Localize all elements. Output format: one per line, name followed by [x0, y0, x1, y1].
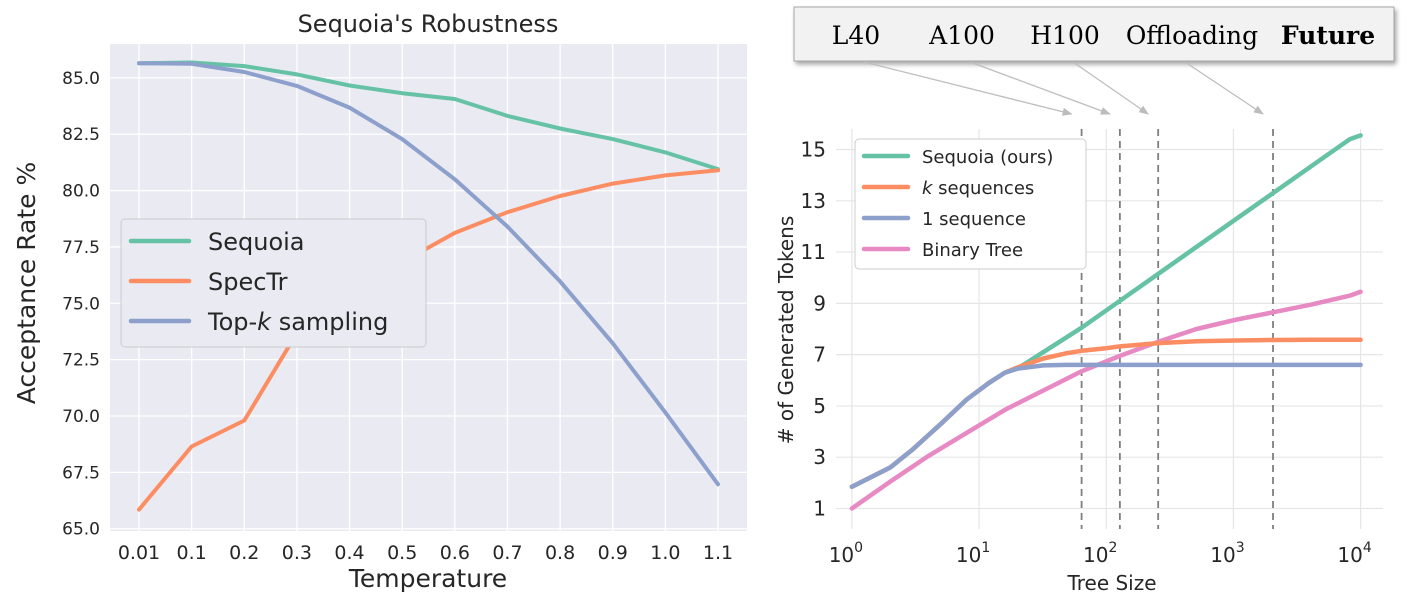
x-tick-labels: 0.01 0.1 0.2 0.3 0.4 0.5 0.6 0.7 0.8 0.9 1.0 1.1	[118, 542, 733, 564]
y-tick-label: 7	[813, 343, 826, 367]
legend-label: 1 sequence	[922, 209, 1026, 230]
x-axis-label: Temperature	[348, 564, 507, 593]
y-tick-label: 11	[801, 240, 826, 264]
x-tick-label: 0.5	[387, 542, 417, 564]
legend-label: k sequences	[922, 178, 1034, 199]
y-tick-label: 3	[813, 445, 826, 469]
x-tick-label: 104	[1337, 540, 1371, 567]
y-tick-label: 15	[801, 138, 826, 162]
x-tick-label: 1.0	[650, 542, 680, 564]
legend-box	[120, 218, 427, 348]
robustness-chart: Sequoia's Robustness 65.0 67.5 70.0 72.5 75.…	[12, 10, 747, 593]
x-tick-label: 102	[1083, 540, 1117, 567]
x-tick-base: 10	[1083, 543, 1108, 567]
series-line-3	[849, 289, 1363, 511]
x-tick-exponent: 4	[1363, 540, 1372, 556]
legend-label-text: Sequoia (ours)	[922, 147, 1053, 168]
hardware-labels: L40 A100 H100 Offloading Future	[832, 21, 1375, 50]
x-tick-label: 0.8	[545, 542, 575, 564]
x-tick-label: 1.1	[703, 542, 733, 564]
hardware-arrow	[969, 61, 1111, 115]
series-line-2	[849, 362, 1363, 489]
x-tick-label: 0.2	[229, 542, 259, 564]
hardware-label: A100	[928, 21, 995, 50]
y-tick-label: 1	[813, 496, 826, 520]
y-tick-label: 85.0	[62, 69, 100, 89]
series-line-1	[137, 168, 720, 512]
y-tick-label: 65.0	[62, 520, 100, 540]
tokens-vs-tree-size-chart: L40 A100 H100 Offloading Future 13579111315 …	[774, 6, 1395, 595]
legend-label: SpecTr	[208, 268, 288, 296]
hardware-label: Offloading	[1126, 21, 1258, 50]
x-tick-base: 10	[1337, 543, 1362, 567]
hardware-arrow	[1072, 61, 1149, 115]
x-tick-label: 101	[956, 540, 990, 567]
x-axis-label: Tree Size	[1066, 571, 1156, 595]
series-line-2	[137, 61, 720, 487]
hardware-label: H100	[1030, 21, 1100, 50]
legend-label-text: SpecTr	[208, 268, 288, 296]
x-tick-label: 103	[1210, 540, 1244, 567]
legend-label-text: 1 sequence	[922, 209, 1026, 230]
legend-label-italic: k	[257, 308, 272, 336]
hardware-label: L40	[832, 21, 880, 50]
legend-box	[854, 138, 1087, 270]
legend-label: Binary Tree	[922, 240, 1023, 261]
x-tick-base: 10	[829, 543, 854, 567]
y-tick-labels: 65.0 67.5 70.0 72.5 75.0 77.5 80.0 82.5 85.0	[62, 69, 100, 540]
y-tick-label: 82.5	[62, 125, 100, 145]
x-tick-label: 0.9	[598, 542, 628, 564]
x-tick-label: 0.4	[334, 542, 364, 564]
hardware-box	[793, 6, 1395, 62]
y-tick-label: 72.5	[62, 351, 100, 371]
hardware-arrows	[863, 61, 1264, 116]
y-tick-label: 80.0	[62, 182, 100, 202]
legend-label-italic: k	[922, 178, 934, 199]
legend-label-part: sampling	[271, 308, 388, 336]
x-tick-base: 10	[956, 543, 981, 567]
y-axis-label: Acceptance Rate %	[12, 162, 41, 404]
legend-label-text: Binary Tree	[922, 240, 1023, 261]
legend-label-text: Sequoia	[208, 228, 305, 256]
x-tick-labels: 100 101 102 103 104	[829, 540, 1372, 567]
y-tick-label: 70.0	[62, 407, 100, 427]
series-line-0	[137, 60, 720, 172]
chart-title: Sequoia's Robustness	[298, 10, 559, 38]
x-tick-label: 100	[829, 540, 863, 567]
hardware-arrow	[1184, 61, 1264, 115]
y-tick-label: 67.5	[62, 463, 100, 483]
y-tick-label: 9	[813, 291, 826, 315]
x-tick-label: 0.01	[118, 542, 160, 564]
x-tick-label: 0.7	[492, 542, 522, 564]
legend-label-part: sequences	[932, 178, 1034, 199]
y-tick-label: 13	[801, 189, 826, 213]
x-tick-label: 0.3	[282, 542, 312, 564]
hardware-label-box: L40 A100 H100 Offloading Future	[793, 6, 1395, 62]
y-tick-label: 75.0	[62, 294, 100, 314]
legend: Sequoia SpecTr Top-k sampling	[120, 218, 427, 348]
x-tick-exponent: 0	[854, 540, 863, 556]
x-tick-exponent: 1	[981, 540, 990, 556]
y-tick-label: 77.5	[62, 238, 100, 258]
legend: Sequoia (ours) k sequences 1 sequence Binar…	[854, 138, 1087, 270]
hardware-label: Future	[1281, 21, 1375, 50]
x-tick-base: 10	[1210, 543, 1235, 567]
y-axis-label: # of Generated Tokens	[774, 216, 798, 445]
legend-label: Sequoia	[208, 228, 305, 256]
x-tick-label: 0.1	[177, 542, 207, 564]
hardware-arrow	[863, 61, 1073, 116]
series-lines	[137, 60, 720, 512]
y-tick-label: 5	[813, 394, 826, 418]
legend-label: Sequoia (ours)	[922, 147, 1053, 168]
legend-label-part: Top-	[207, 308, 257, 336]
x-tick-label: 0.6	[440, 542, 470, 564]
legend-label: Top-k sampling	[207, 308, 388, 336]
series-lines	[849, 133, 1363, 511]
x-tick-exponent: 3	[1236, 540, 1245, 556]
x-tick-exponent: 2	[1109, 540, 1118, 556]
